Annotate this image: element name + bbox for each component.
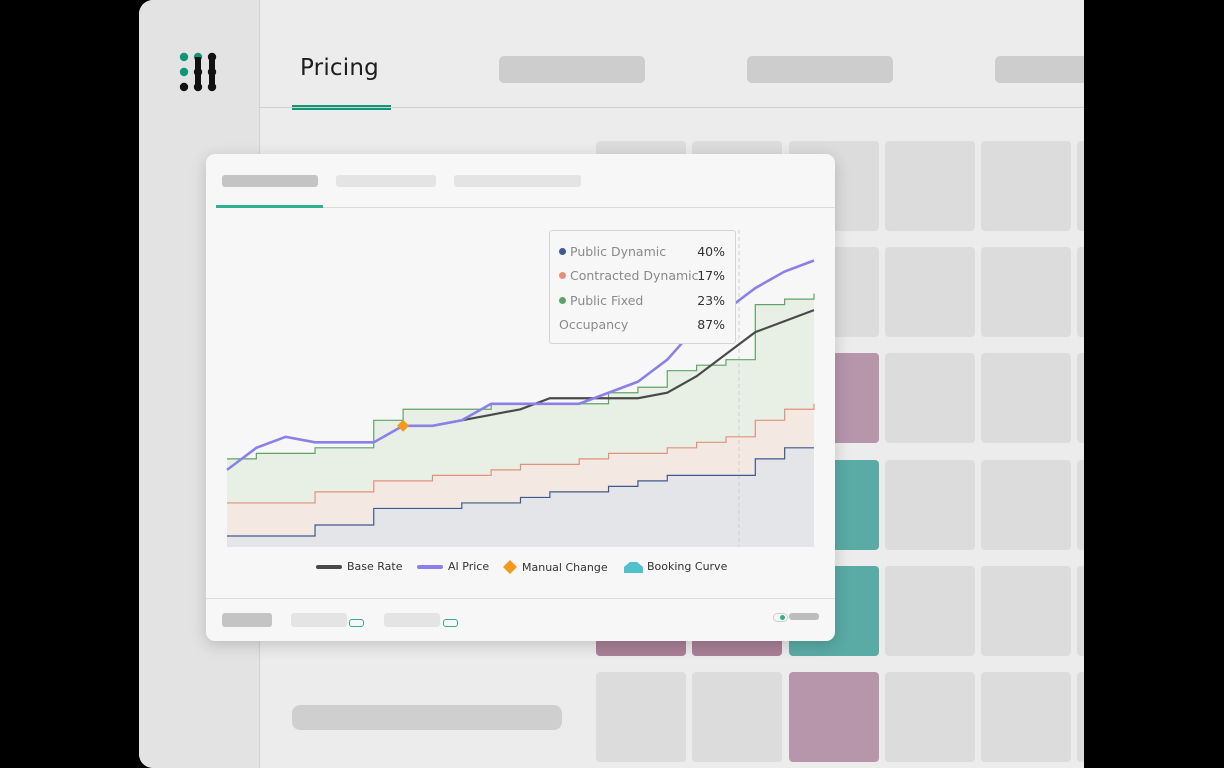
tooltip-value: 40% [697,244,725,259]
card-tab-active[interactable] [222,175,318,187]
footer-placeholder[interactable] [291,613,347,627]
tooltip-row-contracted-dynamic: Contracted Dynamic 17% [559,268,725,288]
toggle-knob-icon [780,615,785,620]
legend-base-rate: Base Rate [316,560,403,573]
tooltip-label: Occupancy [559,317,629,332]
tooltip-row-public-fixed: Public Fixed 23% [559,293,725,313]
footer-pill[interactable] [443,619,458,627]
tab-placeholder[interactable] [747,56,893,83]
header-divider [260,107,1084,108]
calendar-cell[interactable] [885,247,975,337]
tooltip-value: 23% [697,293,725,308]
base-rate-line-icon [316,564,342,569]
chart-legend: Base Rate AI Price Manual Change Booking… [206,560,835,576]
public-dynamic-line [227,447,814,537]
contracted-dynamic-dot-icon [559,272,566,279]
legend-label: Booking Curve [647,560,728,573]
calendar-cell[interactable] [1077,353,1084,443]
calendar-cell[interactable] [1077,141,1084,231]
booking-curve-icon [624,561,643,573]
calendar-cell[interactable] [1077,460,1084,550]
tooltip-value: 17% [697,268,725,283]
calendar-cell[interactable] [981,566,1071,656]
toggle-label-placeholder [789,613,819,620]
calendar-cell[interactable] [981,460,1071,550]
legend-ai-price: AI Price [417,560,489,573]
footer-pill[interactable] [349,619,364,627]
legend-manual-change: Manual Change [503,560,608,574]
tooltip-row-occupancy: Occupancy 87% [559,317,725,337]
ai-price-line-icon [417,564,443,569]
calendar-cell[interactable] [1077,672,1084,762]
diamond-icon [503,560,517,574]
calendar-cell[interactable] [981,672,1071,762]
calendar-cell[interactable] [789,672,879,762]
card-footer-divider [206,598,835,599]
calendar-cell[interactable] [1077,566,1084,656]
calendar-cell[interactable] [885,566,975,656]
calendar-cell[interactable] [885,141,975,231]
public-dynamic-dot-icon [559,248,566,255]
manual-change-marker [397,419,410,432]
tab-placeholder[interactable] [995,56,1084,83]
calendar-cell[interactable] [981,141,1071,231]
tab-placeholder[interactable] [499,56,645,83]
bottom-placeholder [292,705,562,730]
legend-label: Manual Change [522,560,608,574]
brand-logo-icon [179,52,217,92]
pricing-chart-card: Public Dynamic 40% Contracted Dynamic 17… [206,154,835,641]
legend-label: AI Price [448,560,490,573]
tooltip-value: 87% [697,317,725,332]
calendar-cell[interactable] [981,247,1071,337]
base-rate-line [432,309,815,427]
card-tab[interactable] [454,175,581,187]
calendar-cell[interactable] [1077,247,1084,337]
contracted-dynamic-line [227,403,815,504]
calendar-cell[interactable] [885,353,975,443]
price-chart [226,230,815,547]
tooltip-label: Public Dynamic [570,244,667,259]
legend-label: Base Rate [347,560,403,573]
footer-placeholder[interactable] [384,613,440,627]
footer-placeholder[interactable] [222,613,272,627]
legend-booking-curve: Booking Curve [624,560,727,573]
tab-pricing[interactable]: Pricing [300,55,379,81]
toggle-switch[interactable] [773,613,788,622]
chart-tooltip: Public Dynamic 40% Contracted Dynamic 17… [549,230,736,344]
calendar-cell[interactable] [885,672,975,762]
calendar-cell[interactable] [692,672,782,762]
tooltip-label: Public Fixed [570,293,644,308]
calendar-cell[interactable] [885,460,975,550]
tooltip-row-public-dynamic: Public Dynamic 40% [559,244,725,264]
card-header-divider [216,207,835,208]
card-tab-indicator [216,205,323,208]
calendar-cell[interactable] [981,353,1071,443]
calendar-cell[interactable] [596,672,686,762]
card-tab[interactable] [336,175,436,187]
tooltip-label: Contracted Dynamic [570,268,699,283]
public-fixed-dot-icon [559,297,566,304]
